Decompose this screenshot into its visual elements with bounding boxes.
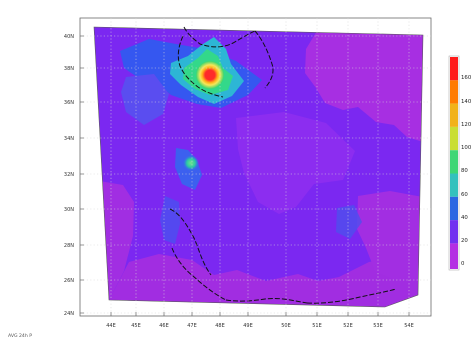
y-axis-label-4: 34N [64,136,74,142]
field-central-light-purple [236,112,355,214]
legend-swatch-3 [450,103,458,127]
map-field [94,27,423,307]
legend-label-5: 80 [461,168,468,174]
y-axis-label-1: 40N [64,34,74,40]
x-axis-label-3: 46E [159,323,169,329]
legend-label-3: 120 [461,122,472,128]
y-axis-label-5: 32N [64,172,74,178]
x-axis-label-6: 49E [243,323,253,329]
legend-swatch-4 [450,126,458,151]
legend-label-7: 40 [461,215,468,221]
color-legend: 160 140 120 100 80 60 40 20 0 [448,55,472,271]
field-bottom-magenta [109,254,418,307]
y-axis-label-3: 36N [64,100,74,106]
y-axis-labels: 40N 38N 36N 34N 32N 30N 28N 26N 24N [64,34,74,317]
field-right-magenta-band [357,191,423,280]
legend-label-8: 20 [461,238,468,244]
x-axis-label-7: 50E [281,323,291,329]
x-axis-label-8: 51E [312,323,322,329]
coast-south-2 [171,247,227,301]
y-axis-label-7: 28N [64,243,74,249]
x-axis-label-11: 54E [404,323,414,329]
x-axis-label-2: 45E [131,323,141,329]
legend-label-6: 60 [461,192,468,198]
legend-label-4: 100 [461,145,472,151]
coast-south-4 [306,288,397,304]
border-north-left [183,26,256,48]
y-axis-label-8: 26N [64,278,74,284]
footer-note: AVG 24h P [8,333,32,339]
x-axis-label-5: 48E [215,323,225,329]
field-top-right-magenta [305,31,423,142]
country-borders [169,26,397,304]
legend-swatch-7 [450,196,458,221]
legend-swatch-2 [450,80,458,104]
y-axis-label-6: 30N [64,207,74,213]
x-axis-label-4: 47E [187,323,197,329]
legend-label-9: 0 [461,261,465,267]
tick-marks [80,35,410,316]
border-west [177,35,224,98]
x-axis-labels: 44E 45E 46E 47E 48E 49E 50E 51E 52E 53E … [106,323,414,329]
field-southwest-blue [160,196,180,244]
legend-label-2: 140 [461,99,472,105]
field-middle-green-spot [183,155,199,171]
y-axis-label-2: 38N [64,66,74,72]
x-axis-label-10: 53E [373,323,383,329]
coast-south-3 [225,298,308,304]
legend-swatch-8 [450,220,458,244]
legend-swatch-5 [450,150,458,174]
legend-swatch-1 [450,57,458,81]
y-axis-label-9: 24N [64,311,74,317]
field-max-hotspot [196,61,224,89]
map-outline [93,26,424,308]
x-axis-label-9: 52E [343,323,353,329]
border-north-right [254,30,274,89]
legend-swatch-9 [450,243,458,269]
legend-swatch-6 [450,173,458,197]
x-axis-label-1: 44E [106,323,116,329]
grid-lines [80,18,431,316]
legend-label-1: 160 [461,75,472,81]
coast-south-1 [169,208,212,276]
field-southeast-blue [336,205,362,239]
field-west-blue-lobe [121,74,169,125]
